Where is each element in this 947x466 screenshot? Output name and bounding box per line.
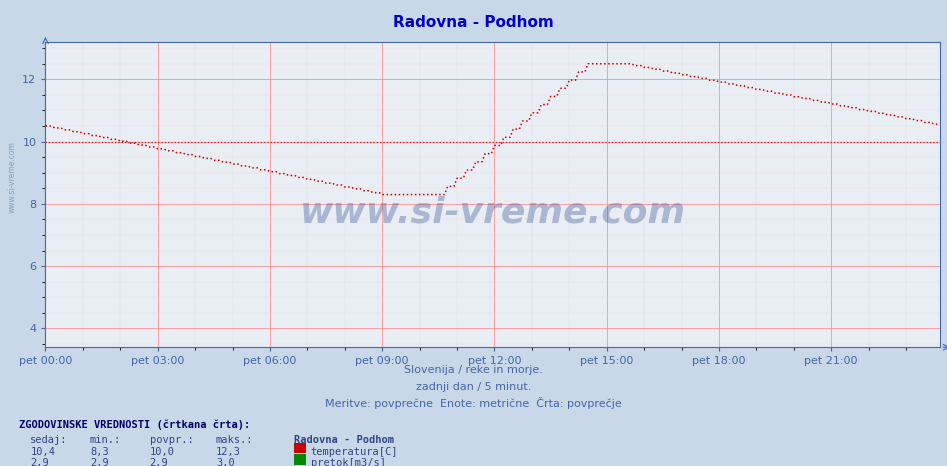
Text: 2,9: 2,9	[150, 458, 169, 466]
Text: maks.:: maks.:	[216, 435, 254, 445]
Text: 8,3: 8,3	[90, 447, 109, 457]
Text: 10,0: 10,0	[150, 447, 174, 457]
Text: temperatura[C]: temperatura[C]	[311, 447, 398, 457]
Text: ZGODOVINSKE VREDNOSTI (črtkana črta):: ZGODOVINSKE VREDNOSTI (črtkana črta):	[19, 419, 250, 430]
Text: 2,9: 2,9	[90, 458, 109, 466]
Text: www.si-vreme.com: www.si-vreme.com	[8, 141, 17, 213]
Text: Meritve: povprečne  Enote: metrične  Črta: povprečje: Meritve: povprečne Enote: metrične Črta:…	[325, 397, 622, 409]
Text: min.:: min.:	[90, 435, 121, 445]
Text: 12,3: 12,3	[216, 447, 241, 457]
Text: 2,9: 2,9	[30, 458, 49, 466]
Text: 3,0: 3,0	[216, 458, 235, 466]
Text: 10,4: 10,4	[30, 447, 55, 457]
Text: sedaj:: sedaj:	[30, 435, 68, 445]
Text: Radovna - Podhom: Radovna - Podhom	[294, 435, 394, 445]
Text: pretok[m3/s]: pretok[m3/s]	[311, 458, 385, 466]
Text: www.si-vreme.com: www.si-vreme.com	[300, 196, 686, 230]
Text: Radovna - Podhom: Radovna - Podhom	[393, 15, 554, 30]
Text: Slovenija / reke in morje.: Slovenija / reke in morje.	[404, 365, 543, 375]
Text: povpr.:: povpr.:	[150, 435, 193, 445]
Text: zadnji dan / 5 minut.: zadnji dan / 5 minut.	[416, 382, 531, 392]
